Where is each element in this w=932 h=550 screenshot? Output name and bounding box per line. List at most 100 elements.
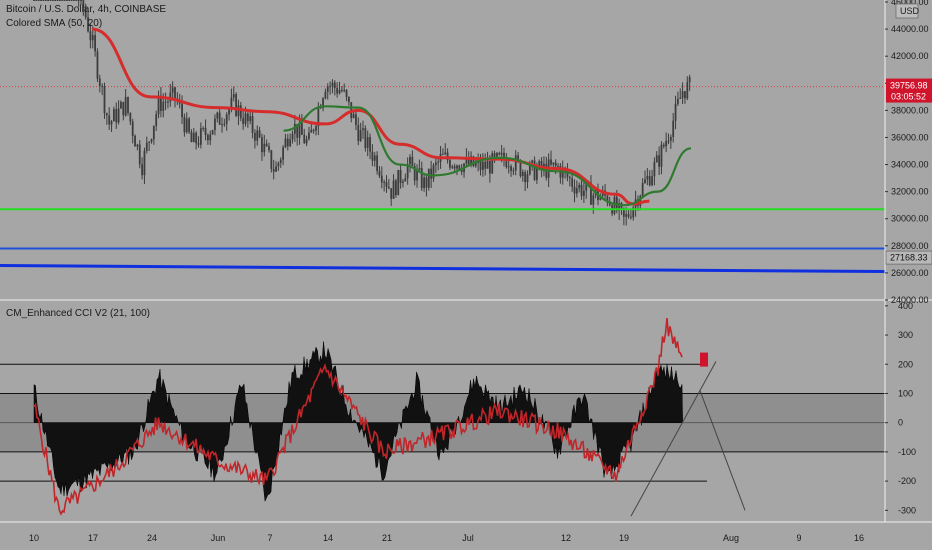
candle-body — [246, 113, 249, 122]
sma-20-line — [283, 105, 692, 207]
candle-body — [129, 112, 132, 122]
candle-body — [442, 153, 444, 155]
candle-body — [413, 165, 416, 181]
candle-body — [514, 155, 517, 171]
candle-body — [651, 176, 653, 186]
candle-body — [136, 144, 139, 147]
candle-body — [627, 214, 630, 217]
candle-body — [195, 132, 198, 144]
candle-body — [416, 169, 418, 181]
time-label: Jun — [211, 533, 226, 543]
candle-body — [188, 118, 190, 133]
candle-body — [533, 160, 536, 180]
price-lines — [0, 27, 932, 301]
candle-body — [268, 146, 270, 151]
candle-body — [167, 101, 169, 103]
time-label: 17 — [88, 533, 98, 543]
candle-body — [557, 165, 559, 167]
candle-body — [301, 122, 303, 135]
candle-body — [512, 170, 515, 172]
candle-body — [68, 0, 71, 1]
price-tick-label: 26000.00 — [891, 268, 929, 278]
candle-body — [399, 170, 402, 183]
candle-body — [47, 0, 49, 1]
candle-body — [127, 97, 129, 113]
candle-body — [348, 96, 350, 103]
candle-body — [256, 130, 259, 141]
candle-body — [573, 186, 576, 194]
candle-body — [275, 166, 277, 172]
candle-body — [420, 168, 423, 189]
candle-body — [122, 101, 125, 116]
candle-body — [164, 101, 167, 103]
candle-body — [218, 112, 221, 125]
candle-body — [524, 172, 527, 183]
sma-indicator-label[interactable]: Colored SMA (50, 20) — [6, 18, 103, 29]
time-label: Aug — [723, 533, 739, 543]
price-tick-label: 28000.00 — [891, 241, 929, 251]
candle-body — [54, 0, 57, 1]
candle-body — [458, 165, 461, 170]
candle-body — [270, 150, 273, 170]
candle-body — [310, 129, 313, 133]
candle-body — [575, 188, 578, 194]
candle-body — [677, 98, 679, 104]
candle-body — [251, 116, 254, 133]
candle-body — [585, 182, 588, 191]
candle-body — [223, 123, 226, 125]
candle-body — [282, 147, 284, 160]
candle-body — [145, 142, 148, 151]
candle-body — [303, 134, 306, 144]
candle-body — [230, 97, 233, 109]
candle-body — [606, 195, 609, 203]
candle-body — [326, 86, 329, 92]
candle-body — [108, 115, 111, 125]
candle-body — [519, 160, 522, 177]
candle-body — [540, 161, 543, 170]
candle-body — [630, 216, 632, 218]
candle-body — [667, 140, 670, 142]
candle-body — [138, 144, 141, 165]
candle-body — [498, 152, 501, 155]
candle-body — [406, 164, 409, 179]
price-tick-label: 46000.00 — [891, 0, 929, 7]
candle-body — [432, 165, 435, 179]
candle-body — [82, 0, 85, 8]
cci-indicator-label[interactable]: CM_Enhanced CCI V2 (21, 100) — [6, 308, 150, 319]
candle-body — [105, 113, 108, 116]
cci-tick-label: -100 — [898, 447, 916, 457]
candle-body — [571, 178, 574, 187]
candle-body — [496, 152, 498, 157]
candle-body — [486, 161, 489, 169]
candle-body — [150, 139, 153, 142]
candle-body — [418, 168, 421, 170]
candle-body — [648, 175, 651, 186]
candle-body — [470, 156, 472, 165]
candle-body — [44, 0, 47, 1]
last-price-tag — [886, 78, 932, 103]
candle-body — [33, 0, 35, 1]
candle-body — [474, 163, 477, 167]
time-label: 16 — [854, 533, 864, 543]
candle-body — [489, 161, 491, 174]
candle-body — [385, 181, 388, 187]
candle-body — [646, 175, 649, 180]
candle-body — [185, 118, 188, 133]
candle-body — [190, 132, 193, 143]
candle-body — [317, 107, 320, 127]
candle-body — [94, 35, 96, 52]
candle-body — [80, 0, 82, 1]
candle-body — [427, 168, 430, 188]
candle-body — [244, 113, 247, 124]
candle-body — [305, 139, 308, 144]
level-tag-value: 27168.33 — [890, 253, 928, 263]
candle-body — [402, 181, 404, 183]
cci-falling-trendline — [699, 390, 746, 511]
symbol-title[interactable]: Bitcoin / U.S. Dollar, 4h, COINBASE — [6, 4, 167, 15]
time-label: 24 — [147, 533, 157, 543]
candle-body — [115, 109, 118, 123]
candle-body — [590, 182, 592, 205]
candle-body — [618, 203, 621, 211]
